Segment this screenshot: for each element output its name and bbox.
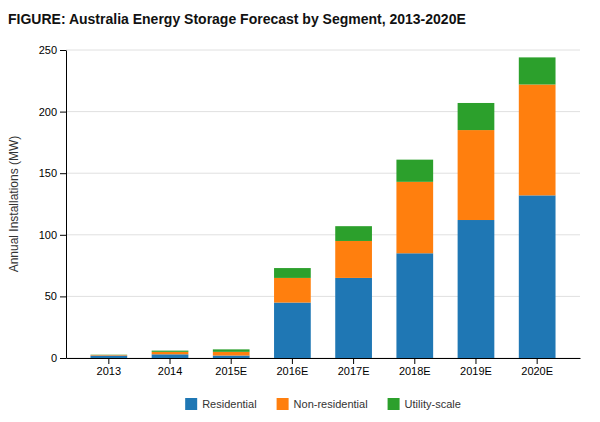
x-tick-label: 2014 bbox=[158, 365, 182, 377]
x-tick: 2016E bbox=[276, 358, 308, 377]
legend: Residential Non-residential Utility-scale bbox=[185, 398, 461, 410]
tick-mark bbox=[60, 358, 66, 359]
y-tick-label: 250 bbox=[39, 44, 57, 56]
bar bbox=[519, 195, 556, 358]
legend-label: Utility-scale bbox=[405, 398, 461, 410]
y-tick-label: 200 bbox=[39, 106, 57, 118]
grid-line bbox=[66, 296, 580, 297]
bar bbox=[458, 103, 495, 130]
bar bbox=[396, 182, 433, 253]
legend-label: Residential bbox=[202, 398, 256, 410]
x-tick: 2018E bbox=[399, 358, 431, 377]
x-tick: 2015E bbox=[215, 358, 247, 377]
bar bbox=[152, 354, 189, 358]
bar bbox=[335, 241, 372, 278]
x-tick-label: 2015E bbox=[215, 365, 247, 377]
series bbox=[90, 57, 555, 355]
bar bbox=[396, 160, 433, 182]
legend-swatch bbox=[185, 398, 197, 410]
series bbox=[90, 84, 555, 355]
bar bbox=[274, 303, 311, 358]
tick-mark bbox=[60, 235, 66, 236]
legend-item: Non-residential bbox=[277, 398, 368, 410]
y-tick-label: 0 bbox=[51, 352, 57, 364]
bar bbox=[274, 278, 311, 303]
grid-line bbox=[66, 358, 580, 359]
bar bbox=[213, 356, 250, 358]
chart-title: FIGURE: Australia Energy Storage Forecas… bbox=[8, 11, 466, 27]
tick-mark bbox=[353, 358, 354, 364]
x-tick: 2020E bbox=[521, 358, 553, 377]
x-axis: 2013 2014 2015E 2016E 2017E 2018E 2019E 2020E bbox=[67, 358, 581, 377]
axis-line bbox=[67, 358, 581, 359]
chart: 2013 2014 2015E 2016E 2017E 2018E 2019E 2020E 0 5… bbox=[0, 0, 600, 422]
tick-mark bbox=[537, 358, 538, 364]
x-tick: 2014 bbox=[158, 358, 182, 377]
legend-swatch bbox=[277, 398, 289, 410]
x-tick-label: 2019E bbox=[460, 365, 492, 377]
x-tick: 2019E bbox=[460, 358, 492, 377]
tick-mark bbox=[60, 296, 66, 297]
grid-line bbox=[66, 173, 580, 174]
axis-line bbox=[66, 51, 67, 359]
grid-line bbox=[66, 111, 580, 112]
tick-mark bbox=[231, 358, 232, 364]
x-tick-label: 2018E bbox=[399, 365, 431, 377]
y-tick-label: 150 bbox=[39, 167, 57, 179]
bars bbox=[90, 57, 555, 358]
y-tick: 0 bbox=[51, 352, 66, 364]
bar bbox=[90, 354, 127, 355]
bar bbox=[519, 57, 556, 84]
y-tick: 250 bbox=[39, 44, 66, 56]
bar bbox=[213, 352, 250, 356]
tick-mark bbox=[60, 50, 66, 51]
grid-line bbox=[66, 50, 580, 51]
tick-mark bbox=[475, 358, 476, 364]
y-tick: 200 bbox=[39, 106, 66, 118]
legend-label: Non-residential bbox=[294, 398, 368, 410]
bar bbox=[152, 351, 189, 352]
bar bbox=[335, 278, 372, 358]
x-tick-label: 2020E bbox=[521, 365, 553, 377]
bar bbox=[90, 354, 127, 356]
bar bbox=[213, 349, 250, 351]
bar bbox=[335, 226, 372, 241]
bar bbox=[519, 84, 556, 195]
bar bbox=[90, 356, 127, 358]
tick-mark bbox=[170, 358, 171, 364]
tick-mark bbox=[60, 173, 66, 174]
legend-item: Utility-scale bbox=[388, 398, 461, 410]
x-tick-label: 2013 bbox=[97, 365, 121, 377]
bar bbox=[274, 268, 311, 278]
y-tick-label: 100 bbox=[39, 229, 57, 241]
bar bbox=[458, 130, 495, 220]
legend-item: Residential bbox=[185, 398, 256, 410]
grid bbox=[66, 50, 580, 358]
bar bbox=[396, 253, 433, 358]
y-axis: 0 50 100 150 200 250 bbox=[39, 44, 67, 364]
x-tick-label: 2016E bbox=[276, 365, 308, 377]
tick-mark bbox=[60, 112, 66, 113]
bar bbox=[152, 352, 189, 354]
legend-swatch bbox=[388, 398, 400, 410]
y-axis-title: Annual Installations (MW) bbox=[7, 136, 21, 273]
y-tick: 150 bbox=[39, 167, 66, 179]
bar bbox=[458, 220, 495, 358]
x-tick-label: 2017E bbox=[338, 365, 370, 377]
y-tick: 100 bbox=[39, 229, 66, 241]
y-tick: 50 bbox=[45, 290, 66, 302]
x-tick: 2013 bbox=[97, 358, 121, 377]
tick-mark bbox=[108, 358, 109, 364]
tick-mark bbox=[292, 358, 293, 364]
tick-mark bbox=[414, 358, 415, 364]
x-tick: 2017E bbox=[338, 358, 370, 377]
y-tick-label: 50 bbox=[45, 290, 57, 302]
grid-line bbox=[66, 234, 580, 235]
